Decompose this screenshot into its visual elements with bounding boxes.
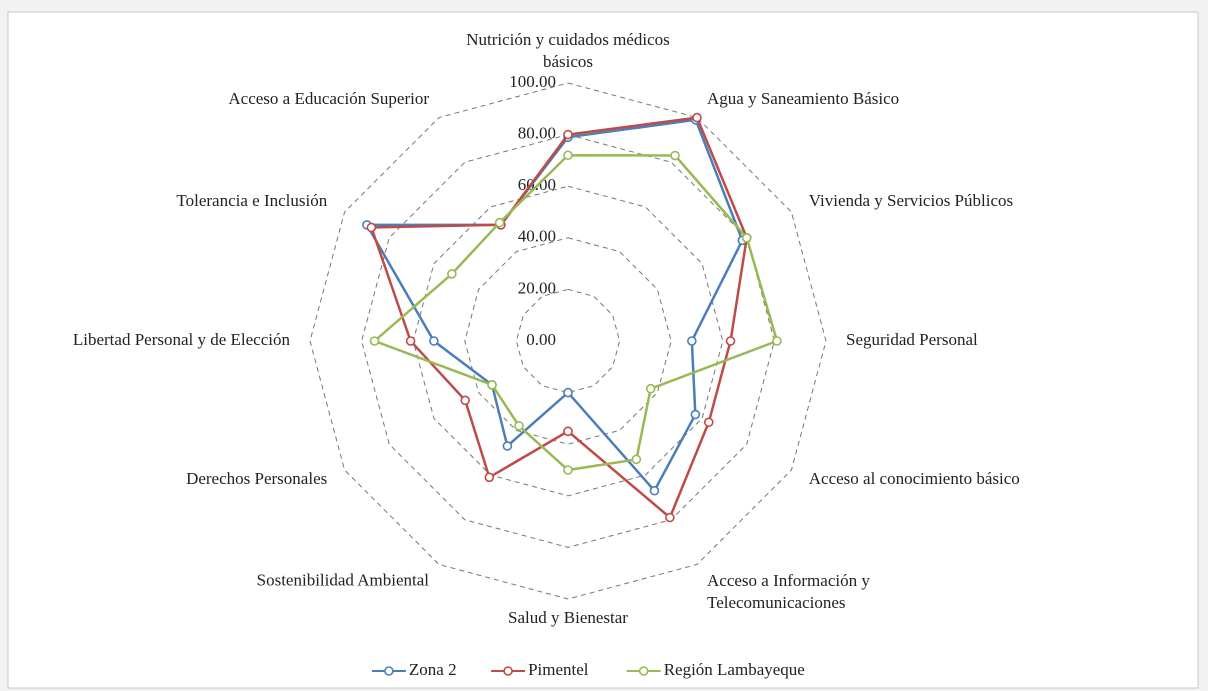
legend-marker (503, 666, 513, 676)
category-label: Sostenibilidad Ambiental (257, 571, 430, 590)
r-tick-label: 80.00 (518, 124, 556, 143)
legend-marker (384, 666, 394, 676)
series-marker (692, 112, 702, 123)
category-label: Derechos Personales (186, 469, 327, 488)
grid-ring (361, 134, 775, 548)
category-label: Acceso al conocimiento básico (809, 469, 1020, 488)
series-marker (665, 512, 675, 523)
legend-item: Región Lambayeque (626, 660, 805, 679)
legend-item: Zona 2 (371, 660, 457, 679)
category-label: Seguridad Personal (846, 330, 978, 349)
series-marker (514, 421, 524, 431)
category-label: Libertad Personal y de Elección (73, 330, 291, 349)
category-label: Nutrición y cuidados médicos básicos (466, 30, 670, 71)
legend-item: Pimentel (491, 660, 589, 679)
r-tick-label: 20.00 (518, 278, 556, 297)
series-marker (645, 383, 656, 394)
legend-marker (638, 666, 649, 676)
category-label: Salud y Bienestar (508, 608, 628, 627)
r-tick-label: 100.00 (509, 72, 556, 91)
series-marker (772, 336, 782, 346)
category-label: Tolerancia e Inclusión (176, 191, 327, 210)
series-marker (563, 465, 573, 475)
legend-label: Zona 2 (409, 660, 457, 679)
series-marker (725, 336, 736, 346)
plot-background (7, 11, 1199, 689)
series-marker (487, 380, 497, 390)
series-marker (563, 150, 573, 161)
category-label: Agua y Saneamiento Básico (707, 89, 899, 108)
series-marker (687, 336, 697, 346)
series-marker (429, 336, 439, 346)
grid-ring (309, 82, 827, 600)
series-marker (563, 129, 573, 140)
series-marker (741, 233, 752, 243)
category-label: Vivienda y Servicios Públicos (809, 191, 1013, 210)
legend-label: Región Lambayeque (664, 660, 805, 679)
series-marker (405, 336, 416, 346)
series-marker (631, 454, 642, 465)
series-marker (690, 409, 701, 420)
series-marker (369, 336, 380, 346)
series-marker (447, 269, 457, 279)
series-marker (670, 150, 680, 161)
series-marker (703, 417, 714, 428)
category-label: Acceso a Educación Superior (228, 89, 429, 108)
grid-ring (464, 237, 672, 445)
series-marker (484, 472, 495, 483)
series-marker (563, 387, 573, 398)
r-tick-label: 0.00 (526, 330, 556, 349)
legend-label: Pimentel (528, 660, 589, 679)
series-marker (502, 441, 513, 451)
grid-ring (412, 185, 724, 497)
series-marker (460, 395, 471, 406)
series-marker (563, 426, 573, 437)
series-marker (649, 485, 660, 496)
series-marker (494, 217, 505, 228)
series-marker (366, 222, 377, 233)
category-label: Acceso a Información y Telecomunicaciones (707, 571, 870, 612)
r-tick-label: 40.00 (518, 227, 556, 246)
